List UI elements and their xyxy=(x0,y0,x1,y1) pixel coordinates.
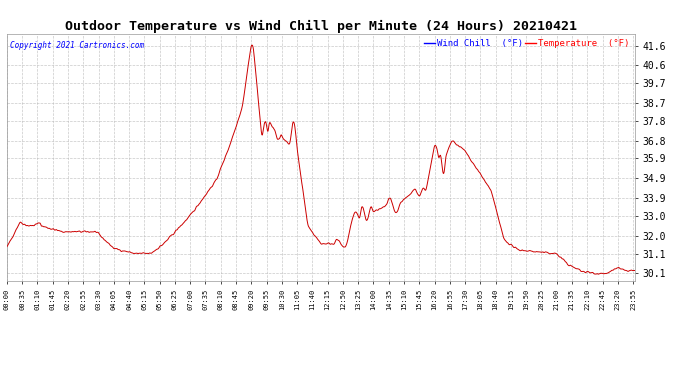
Text: Copyright 2021 Cartronics.com: Copyright 2021 Cartronics.com xyxy=(10,41,144,50)
Title: Outdoor Temperature vs Wind Chill per Minute (24 Hours) 20210421: Outdoor Temperature vs Wind Chill per Mi… xyxy=(65,20,577,33)
Legend: Wind Chill  (°F), Temperature  (°F): Wind Chill (°F), Temperature (°F) xyxy=(420,36,633,52)
